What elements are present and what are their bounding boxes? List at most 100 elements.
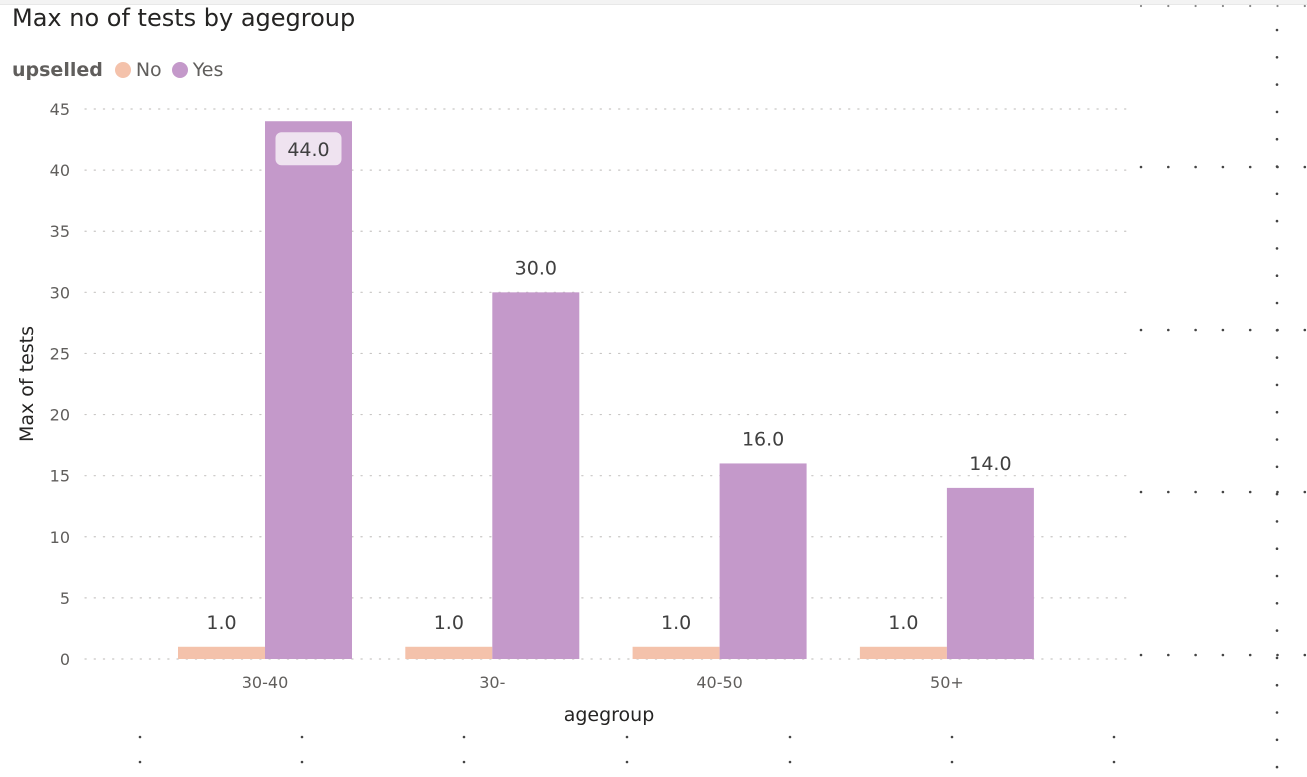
bg-dot — [1275, 247, 1279, 250]
bg-dot — [1167, 4, 1170, 8]
x-tick-label: 50+ — [930, 673, 964, 692]
bg-dot — [1275, 274, 1279, 278]
bg-dot — [1248, 653, 1252, 657]
y-tick-label: 20 — [50, 406, 70, 425]
data-label: 30.0 — [515, 257, 557, 279]
y-tick-label: 40 — [50, 161, 70, 180]
bg-dot — [788, 760, 792, 764]
legend-swatch-no — [114, 62, 131, 78]
legend-item-yes[interactable]: Yes — [171, 59, 224, 81]
bar-yes-2[interactable] — [492, 292, 580, 659]
y-tick-label: 10 — [50, 528, 70, 547]
data-label-highlight — [275, 132, 342, 166]
bg-dot — [625, 735, 629, 739]
y-tick-label: 25 — [50, 344, 70, 363]
chart-title: Max no of tests by agegroup — [12, 4, 356, 32]
bg-dot — [1112, 735, 1116, 739]
y-tick-label: 45 — [50, 100, 70, 119]
bg-dot — [1303, 4, 1306, 8]
bg-dot — [1221, 165, 1225, 169]
bg-dot — [1194, 328, 1197, 332]
bar-no-3[interactable] — [632, 646, 720, 659]
bg-dot — [1276, 4, 1279, 8]
visual-header-strip — [0, 0, 1307, 5]
bg-dot — [1275, 56, 1279, 59]
bg-dot — [1275, 83, 1279, 86]
bg-dot — [1275, 219, 1279, 223]
bg-dot — [300, 760, 304, 764]
bg-dot — [462, 735, 466, 739]
data-label: 1.0 — [661, 612, 691, 634]
bg-dot — [1275, 301, 1279, 305]
bar-yes-1[interactable] — [265, 121, 352, 659]
bg-dot — [1275, 765, 1279, 769]
bg-dot — [1303, 653, 1307, 657]
legend-swatch-yes — [171, 62, 188, 78]
bg-dot — [1275, 574, 1279, 578]
bar-yes-4[interactable] — [946, 487, 1034, 659]
x-tick-label: 30- — [479, 673, 505, 692]
bg-dot — [1139, 653, 1143, 657]
bg-dot — [1194, 653, 1197, 657]
y-tick-label: 15 — [50, 467, 70, 486]
bar-yes-3[interactable] — [719, 463, 807, 659]
bg-dot — [1275, 192, 1279, 196]
bg-dot — [1275, 410, 1279, 414]
bg-dot — [1275, 656, 1279, 660]
bg-dot — [1167, 490, 1170, 494]
bar-no-4[interactable] — [859, 646, 947, 659]
y-tick-label: 0 — [60, 650, 70, 669]
bg-dot — [1112, 760, 1116, 764]
bg-dot — [1276, 490, 1279, 494]
bg-dot — [1276, 165, 1279, 169]
bg-dot — [1139, 165, 1143, 169]
bg-dot — [1303, 490, 1307, 494]
bg-dot — [1276, 328, 1279, 332]
legend: upselled No Yes — [12, 57, 233, 83]
bg-dot — [1221, 4, 1224, 8]
y-axis-title: Max of tests — [16, 326, 38, 442]
bg-dot — [1275, 629, 1279, 632]
legend-item-no[interactable]: No — [114, 59, 162, 81]
x-tick-label: 40-50 — [696, 673, 743, 692]
bg-dot — [138, 760, 142, 764]
bg-dot — [1275, 602, 1279, 605]
bar-no-2[interactable] — [405, 646, 493, 659]
bg-dot — [1275, 465, 1279, 469]
bg-dot — [1167, 328, 1170, 332]
background-dots — [138, 4, 1307, 769]
data-label: 16.0 — [742, 428, 784, 450]
bg-dot — [1248, 328, 1252, 332]
bg-dot — [1303, 328, 1307, 332]
bar-no-1[interactable] — [178, 646, 265, 659]
bg-dot — [1194, 490, 1197, 494]
bg-dot — [1248, 165, 1252, 169]
bg-dot — [1275, 738, 1279, 742]
data-labels: 1.0 44.0 1.0 30.0 1.0 16.0 1.0 14.0 — [206, 132, 1012, 634]
data-label: 1.0 — [888, 612, 918, 634]
bg-dot — [1221, 490, 1225, 494]
y-tick-label: 35 — [50, 222, 70, 241]
bg-dot — [1275, 492, 1279, 496]
bg-dot — [462, 760, 466, 764]
data-label: 44.0 — [287, 139, 329, 161]
bg-dot — [138, 735, 142, 739]
bg-dot — [788, 735, 792, 739]
bg-dot — [1194, 4, 1197, 8]
bg-dot — [1303, 165, 1307, 169]
bg-dot — [1275, 28, 1279, 32]
bg-dot — [1275, 383, 1279, 387]
legend-label-yes: Yes — [192, 59, 224, 81]
y-axis: 0 5 10 15 20 25 30 35 40 45 — [50, 100, 70, 669]
bg-dot — [1249, 4, 1252, 8]
data-label: 14.0 — [969, 453, 1011, 475]
bg-dot — [1275, 520, 1279, 523]
y-tick-label: 5 — [60, 589, 70, 608]
bg-dot — [1167, 653, 1170, 657]
bg-dot — [1194, 165, 1197, 169]
legend-label-no: No — [135, 59, 162, 81]
bg-dot — [1139, 4, 1143, 8]
bg-dot — [1275, 356, 1279, 359]
